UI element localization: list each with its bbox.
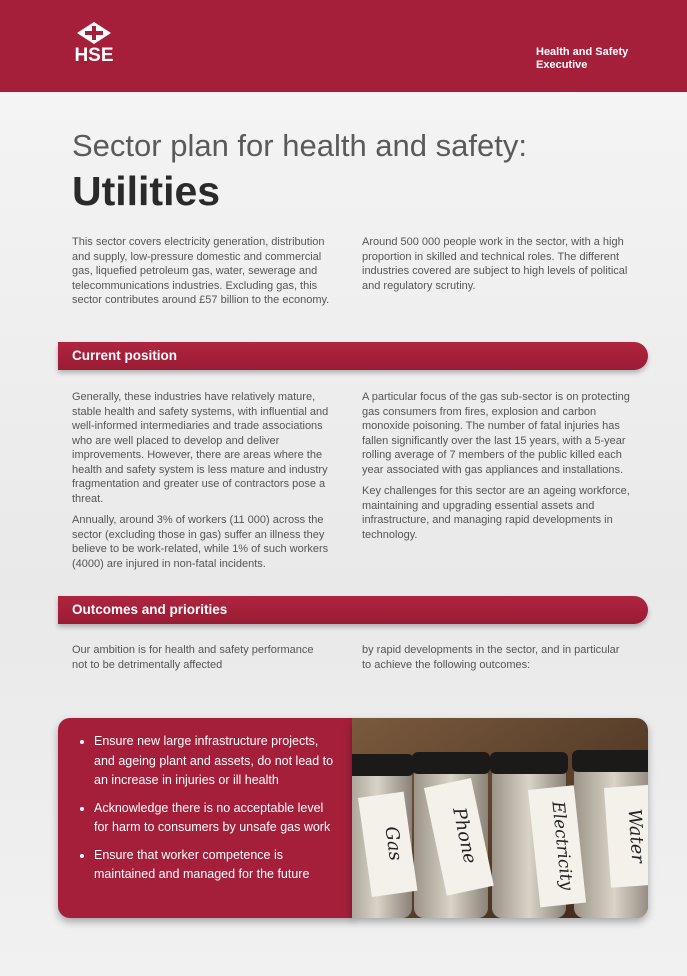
paragraph: A particular focus of the gas sub-sector… [362, 390, 634, 477]
outcomes-list: Ensure new large infrastructure projects… [58, 718, 354, 885]
column: by rapid developments in the sector, and… [362, 643, 630, 679]
tag: Water [604, 785, 648, 888]
column: Our ambition is for health and safety pe… [72, 643, 322, 679]
body: {"header":{"logo":"HSE","org":"Health an… [0, 0, 687, 976]
paragraph: Generally, these industries have relativ… [72, 390, 344, 506]
logo-text: HSE [74, 45, 113, 66]
outcome: Ensure that worker competence is maintai… [94, 846, 340, 885]
page: Sector plan html, body { margin: 0; padd… [0, 0, 687, 976]
logo-mark [77, 22, 111, 44]
paragraph: by rapid developments in the sector, and… [362, 643, 630, 672]
paragraph: Around 500 000 people work in the sector… [362, 235, 634, 293]
section-heading: Outcomes and priorities [58, 596, 648, 624]
column: Generally, these industries have relativ… [72, 390, 344, 578]
outcome: Acknowledge there is no acceptable level… [94, 799, 340, 838]
title-sector: Utilities [72, 168, 220, 215]
title: Sector plan for health and safety: [72, 128, 527, 164]
outcome: Ensure new large infrastructure projects… [94, 732, 340, 791]
logo: HSE [70, 22, 118, 67]
paragraph: This sector covers electricity generatio… [72, 235, 344, 308]
intro-column: Around 500 000 people work in the sector… [362, 235, 634, 300]
section-heading: Current position [58, 342, 648, 370]
paragraph: Our ambition is for health and safety pe… [72, 643, 322, 672]
column: A particular focus of the gas sub-sector… [362, 390, 634, 549]
jars-photo: Gas Phone Electricity Water [352, 718, 648, 918]
intro-column: This sector covers electricity generatio… [72, 235, 344, 315]
paragraph: Annually, around 3% of workers (11 000) … [72, 513, 344, 571]
header: HSE Health and Safety Executive [0, 0, 687, 92]
tag-label: Water [624, 808, 648, 865]
paragraph: Key challenges for this sector are an ag… [362, 484, 634, 542]
outcomes-box: Ensure new large infrastructure projects… [58, 718, 354, 918]
org-name: Health and Safety Executive [536, 46, 646, 72]
